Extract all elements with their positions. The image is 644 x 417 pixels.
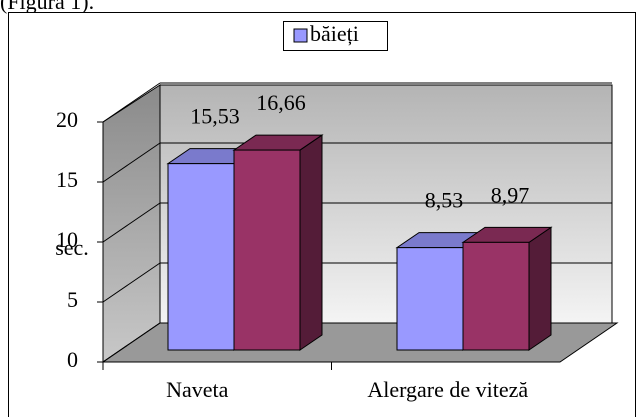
legend-label: băieți	[310, 21, 359, 46]
data-label: 15,53	[190, 104, 240, 129]
bar	[232, 134, 324, 351]
y-tick-label: 10	[56, 227, 78, 252]
bar-front	[396, 247, 464, 351]
y-tick-label: 15	[56, 167, 78, 192]
caption: (Figura 1).	[0, 0, 94, 14]
grid-line	[102, 142, 161, 183]
grid-line	[102, 82, 161, 123]
bars	[166, 134, 553, 351]
bar-side	[528, 226, 552, 351]
legend-swatch	[293, 28, 308, 43]
y-tick-label: 20	[56, 107, 78, 132]
x-tick-label: Alergare de viteză	[367, 377, 528, 402]
x-tick-label: Naveta	[166, 377, 229, 402]
y-tick-label: 0	[67, 347, 78, 372]
y-tick-label: 5	[67, 287, 78, 312]
data-label: 16,66	[256, 90, 306, 115]
left-wall	[102, 84, 161, 363]
data-label: 8,97	[491, 182, 530, 207]
bar-front	[167, 163, 235, 351]
grid-line	[102, 202, 161, 243]
bar	[461, 226, 553, 351]
grid-line	[102, 322, 161, 363]
y-axis-label: sec.	[55, 235, 89, 260]
grid-line	[102, 262, 161, 303]
data-label: 8,53	[425, 188, 464, 213]
bar-side	[299, 134, 323, 351]
bar-front	[462, 241, 530, 351]
bar-front	[233, 149, 301, 351]
